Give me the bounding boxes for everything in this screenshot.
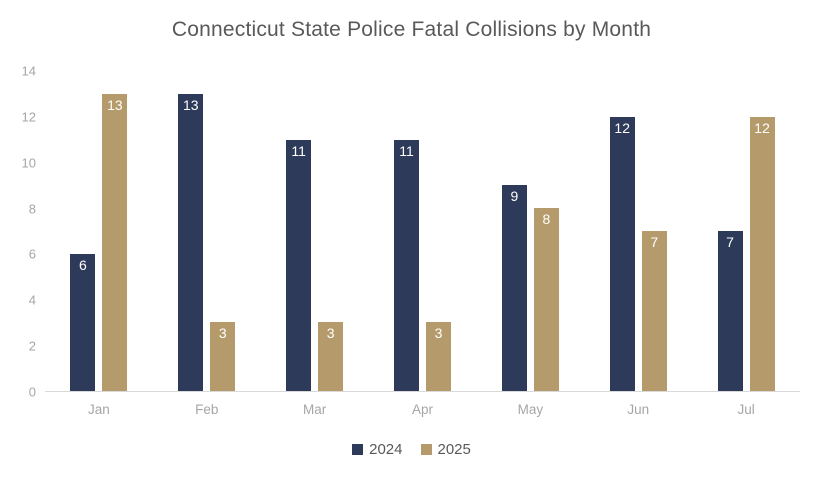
- x-tick-label: May: [517, 402, 544, 417]
- legend-swatch-2024: [352, 444, 364, 455]
- y-tick-label: 6: [28, 246, 36, 262]
- bar-2025-jul: 12: [749, 116, 775, 391]
- x-tick-label: Mar: [303, 402, 327, 417]
- bar-value-label: 7: [650, 234, 659, 250]
- bar-group-jun: 12 7: [584, 71, 692, 391]
- x-tick-label: Jan: [88, 402, 110, 417]
- bar-2025-jan: 13: [102, 93, 128, 391]
- x-axis: Jan Feb Mar Apr May Jun Jul: [45, 402, 800, 417]
- bar-2024-may: 9: [501, 185, 527, 391]
- bar-value-label: 6: [79, 256, 87, 273]
- y-tick-label: 8: [28, 201, 36, 217]
- bar-value-label: 3: [218, 325, 227, 342]
- bar-group-feb: 13 3: [153, 71, 261, 391]
- legend-label-2024: 2024: [369, 441, 403, 458]
- bar-2024-apr: 11: [394, 139, 419, 391]
- bar-value-label: 12: [754, 119, 770, 136]
- bar-value-label: 11: [291, 142, 306, 159]
- y-tick-label: 2: [28, 338, 36, 354]
- bar-2025-mar: 3: [318, 322, 344, 391]
- y-axis: 0 2 4 6 8 10 12 14: [8, 65, 36, 399]
- chart-title: Connecticut State Police Fatal Collision…: [171, 18, 652, 41]
- bar-2024-jun: 12: [609, 116, 635, 391]
- bar-2024-mar: 11: [286, 139, 312, 391]
- bar-2024-jan: 6: [70, 253, 96, 391]
- x-tick-label: Jul: [737, 402, 755, 417]
- bar-value-label: 3: [434, 325, 443, 342]
- bar-value-label: 7: [726, 234, 734, 250]
- y-tick-label: 0: [28, 384, 36, 400]
- plot-area: 6 13 13 3 11 3 11 3 9 8 12 7 7 12: [45, 71, 800, 392]
- x-tick-label: Apr: [412, 402, 434, 417]
- bar-group-jan: 6 13: [45, 71, 153, 391]
- bar-value-label: 8: [542, 211, 551, 228]
- y-tick-label: 4: [28, 292, 36, 308]
- y-tick-label: 10: [21, 155, 36, 171]
- y-tick-label: 12: [21, 109, 36, 125]
- bar-value-label: 9: [510, 188, 519, 205]
- bar-2025-jun: 7: [641, 231, 667, 391]
- bar-2025-apr: 3: [426, 322, 451, 391]
- legend-item-2025: 2025: [420, 441, 471, 458]
- x-tick-label: Feb: [195, 402, 219, 417]
- bar-2024-feb: 13: [178, 93, 204, 391]
- legend-swatch-2025: [420, 444, 432, 455]
- bar-group-apr: 11 3: [369, 71, 477, 391]
- bar-2025-feb: 3: [210, 322, 236, 391]
- bar-2025-may: 8: [533, 208, 559, 391]
- y-tick-label: 14: [21, 63, 36, 79]
- bar-group-jul: 7 12: [692, 71, 800, 391]
- legend-label-2025: 2025: [437, 441, 471, 458]
- bar-value-label: 12: [614, 119, 630, 136]
- bar-value-label: 3: [326, 325, 335, 342]
- bar-value-label: 11: [399, 142, 414, 159]
- bar-2024-jul: 7: [717, 231, 743, 391]
- legend-item-2024: 2024: [352, 441, 403, 458]
- bar-group-mar: 11 3: [261, 71, 369, 391]
- bar-value-label: 13: [182, 96, 199, 113]
- bar-value-label: 13: [107, 96, 123, 113]
- x-tick-label: Jun: [627, 402, 650, 417]
- legend: 2024 2025: [0, 441, 823, 458]
